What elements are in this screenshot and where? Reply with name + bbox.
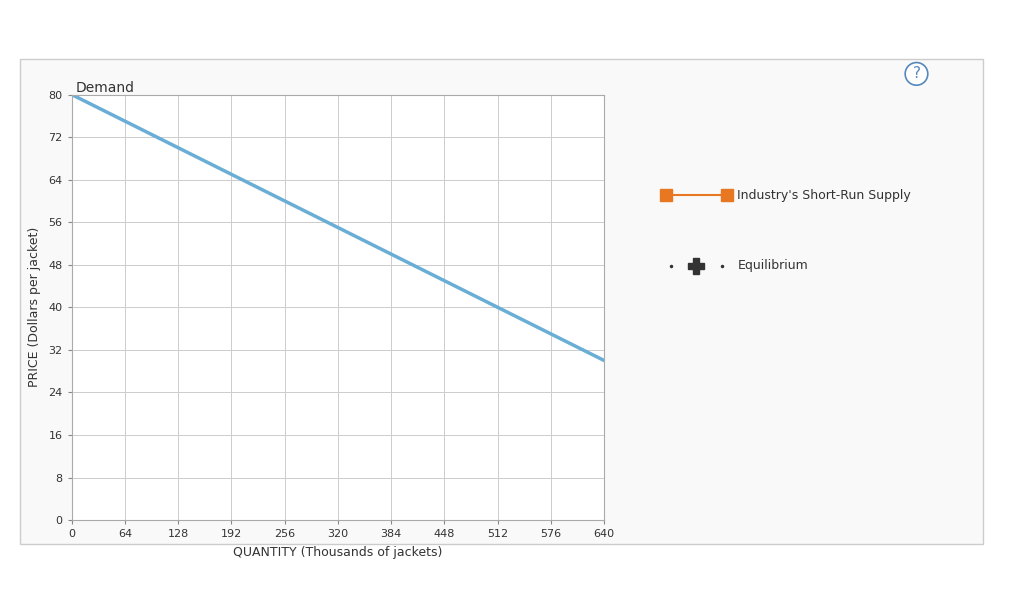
X-axis label: QUANTITY (Thousands of jackets): QUANTITY (Thousands of jackets) xyxy=(233,546,442,559)
Text: Industry's Short-Run Supply: Industry's Short-Run Supply xyxy=(737,189,911,202)
Text: Equilibrium: Equilibrium xyxy=(737,259,808,272)
Text: Demand: Demand xyxy=(76,80,135,95)
Y-axis label: PRICE (Dollars per jacket): PRICE (Dollars per jacket) xyxy=(29,227,41,388)
Text: ?: ? xyxy=(912,66,921,82)
